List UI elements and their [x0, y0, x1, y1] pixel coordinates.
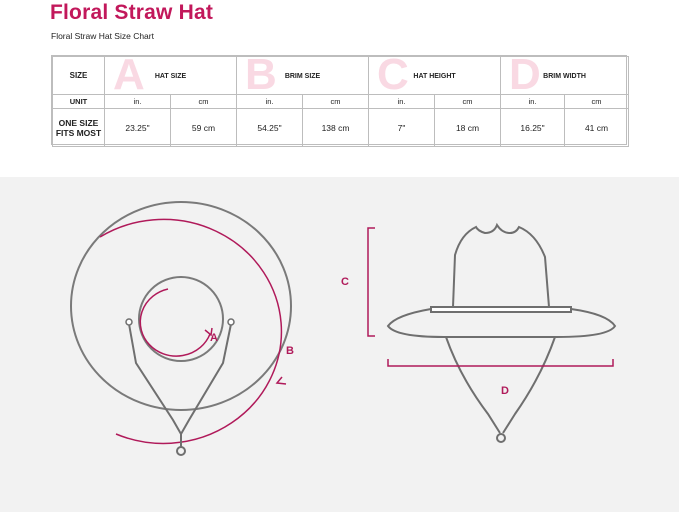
strap-right	[502, 336, 556, 434]
unit-cm: cm	[301, 94, 370, 109]
brim-measure-arc	[99, 218, 283, 445]
letter-d: D	[509, 50, 541, 99]
unit-cm: cm	[434, 94, 502, 109]
strap-left	[445, 336, 501, 434]
strap-rivet-right	[227, 318, 235, 326]
size-value-line2: FITS MOST	[55, 127, 102, 138]
unit-header: UNIT	[52, 94, 105, 109]
width-bracket	[387, 359, 614, 367]
page-title: Floral Straw Hat	[50, 1, 214, 24]
chart-subtitle: Floral Straw Hat Size Chart	[51, 31, 154, 41]
letter-c: C	[377, 50, 409, 99]
hat-top-view	[70, 201, 292, 456]
letter-b: B	[245, 50, 277, 99]
brim-profile	[386, 308, 617, 338]
label-d: D	[501, 385, 509, 397]
hat-size-cm: 59 cm	[170, 108, 237, 147]
size-value: ONE SIZE FITS MOST	[52, 108, 105, 147]
hat-size-label: HAT SIZE	[154, 73, 187, 80]
hat-height-in: 7"	[368, 108, 436, 147]
brim-size-cm: 138 cm	[301, 108, 370, 147]
size-value-line1: ONE SIZE	[58, 117, 99, 128]
strap-rivet-left	[125, 318, 133, 326]
height-bracket	[367, 227, 375, 337]
header-brim-width: D BRIM WIDTH	[500, 53, 630, 97]
unit-cm: cm	[170, 94, 237, 109]
hat-side-view	[367, 222, 617, 443]
unit-in: in.	[104, 94, 171, 109]
hat-height-cm: 18 cm	[434, 108, 502, 147]
hat-diagram-svg: A B C D	[70, 201, 617, 456]
strap-toggle	[176, 446, 186, 456]
crown-profile	[452, 222, 550, 308]
header-hat-size: A HAT SIZE	[104, 53, 237, 97]
hat-band	[430, 306, 572, 313]
header-brim-size: B BRIM SIZE	[235, 53, 370, 97]
size-chart-table: SIZE A HAT SIZE B BRIM SIZE C HAT HEIGHT…	[51, 53, 630, 147]
brim-size-label: BRIM SIZE	[284, 73, 321, 80]
crown-outline	[138, 276, 224, 362]
header-hat-height: C HAT HEIGHT	[368, 53, 502, 97]
brim-outline	[70, 201, 292, 411]
crown-arrowhead	[204, 327, 213, 337]
hat-height-label: HAT HEIGHT	[413, 73, 456, 80]
brim-arrowhead	[275, 376, 287, 385]
hat-diagram: A B C D	[0, 177, 679, 512]
unit-in: in.	[368, 94, 436, 109]
crown-measure-arc	[139, 288, 211, 357]
size-header: SIZE	[52, 56, 105, 95]
label-c: C	[341, 276, 349, 288]
label-b: B	[286, 345, 294, 357]
label-a: A	[210, 332, 218, 344]
strap-toggle-side	[496, 433, 506, 443]
letter-a: A	[113, 50, 145, 99]
hat-size-in: 23.25"	[104, 108, 171, 147]
brim-width-label: BRIM WIDTH	[543, 73, 586, 80]
unit-in: in.	[236, 94, 303, 109]
unit-in: in.	[500, 94, 566, 109]
brim-width-cm: 41 cm	[564, 108, 630, 147]
unit-cm: cm	[564, 94, 630, 109]
brim-width-in: 16.25"	[500, 108, 566, 147]
brim-size-in: 54.25"	[236, 108, 303, 147]
